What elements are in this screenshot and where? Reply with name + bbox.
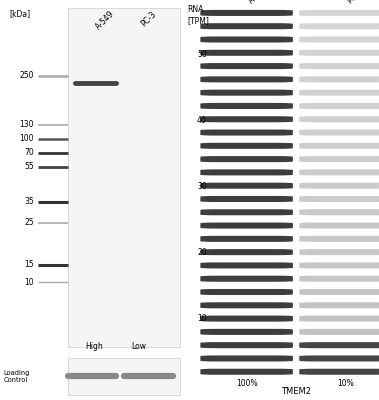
FancyBboxPatch shape — [200, 316, 293, 322]
FancyBboxPatch shape — [200, 183, 293, 189]
FancyBboxPatch shape — [200, 369, 293, 375]
FancyBboxPatch shape — [200, 356, 293, 362]
Text: 40: 40 — [197, 116, 207, 125]
FancyBboxPatch shape — [299, 90, 379, 96]
FancyBboxPatch shape — [200, 103, 293, 109]
FancyBboxPatch shape — [200, 262, 293, 268]
FancyBboxPatch shape — [200, 329, 293, 335]
FancyBboxPatch shape — [200, 63, 293, 69]
FancyBboxPatch shape — [200, 130, 293, 136]
FancyBboxPatch shape — [200, 342, 293, 348]
FancyBboxPatch shape — [200, 236, 293, 242]
Text: 30: 30 — [197, 182, 207, 191]
FancyBboxPatch shape — [200, 116, 293, 122]
Text: 100: 100 — [19, 134, 34, 143]
Text: RNA
[TPM]: RNA [TPM] — [188, 5, 210, 25]
Text: 10: 10 — [197, 314, 207, 323]
FancyBboxPatch shape — [299, 23, 379, 29]
Text: A-549: A-549 — [94, 9, 116, 32]
FancyBboxPatch shape — [200, 196, 293, 202]
FancyBboxPatch shape — [200, 289, 293, 295]
FancyBboxPatch shape — [200, 249, 293, 255]
Bar — [67, 358, 180, 395]
Text: Low: Low — [132, 342, 146, 351]
FancyBboxPatch shape — [299, 316, 379, 322]
Text: 50: 50 — [197, 50, 207, 59]
FancyBboxPatch shape — [299, 103, 379, 109]
FancyBboxPatch shape — [299, 196, 379, 202]
Text: 130: 130 — [19, 120, 34, 129]
FancyBboxPatch shape — [299, 222, 379, 228]
FancyBboxPatch shape — [299, 143, 379, 149]
FancyBboxPatch shape — [299, 329, 379, 335]
Text: 55: 55 — [24, 162, 34, 171]
FancyBboxPatch shape — [299, 10, 379, 16]
Text: 10%: 10% — [337, 379, 354, 388]
Text: 10: 10 — [24, 278, 34, 287]
FancyBboxPatch shape — [299, 276, 379, 282]
Text: [kDa]: [kDa] — [9, 9, 30, 18]
FancyBboxPatch shape — [200, 90, 293, 96]
FancyBboxPatch shape — [299, 130, 379, 136]
Text: 250: 250 — [19, 71, 34, 80]
FancyBboxPatch shape — [299, 262, 379, 268]
FancyBboxPatch shape — [299, 183, 379, 189]
FancyBboxPatch shape — [200, 50, 293, 56]
Text: PC-3: PC-3 — [346, 0, 364, 5]
FancyBboxPatch shape — [299, 116, 379, 122]
FancyBboxPatch shape — [299, 36, 379, 42]
FancyBboxPatch shape — [299, 50, 379, 56]
Text: 70: 70 — [24, 148, 34, 157]
Text: 100%: 100% — [236, 379, 257, 388]
FancyBboxPatch shape — [299, 156, 379, 162]
FancyBboxPatch shape — [299, 236, 379, 242]
Text: A-549: A-549 — [247, 0, 269, 5]
Text: 15: 15 — [24, 260, 34, 269]
FancyBboxPatch shape — [200, 10, 293, 16]
FancyBboxPatch shape — [200, 169, 293, 176]
FancyBboxPatch shape — [299, 289, 379, 295]
FancyBboxPatch shape — [200, 276, 293, 282]
Text: High: High — [85, 342, 103, 351]
FancyBboxPatch shape — [299, 169, 379, 176]
FancyBboxPatch shape — [200, 209, 293, 215]
Bar — [67, 8, 180, 347]
FancyBboxPatch shape — [299, 76, 379, 82]
FancyBboxPatch shape — [299, 209, 379, 215]
FancyBboxPatch shape — [299, 342, 379, 348]
FancyBboxPatch shape — [200, 143, 293, 149]
FancyBboxPatch shape — [200, 23, 293, 29]
Text: 20: 20 — [197, 248, 207, 257]
FancyBboxPatch shape — [200, 36, 293, 42]
Text: 35: 35 — [24, 197, 34, 206]
Text: PC-3: PC-3 — [139, 9, 158, 28]
Text: TMEM2: TMEM2 — [281, 387, 311, 396]
FancyBboxPatch shape — [200, 76, 293, 82]
FancyBboxPatch shape — [299, 249, 379, 255]
FancyBboxPatch shape — [200, 302, 293, 308]
FancyBboxPatch shape — [299, 369, 379, 375]
FancyBboxPatch shape — [200, 222, 293, 228]
FancyBboxPatch shape — [200, 156, 293, 162]
Text: Loading
Control: Loading Control — [4, 370, 30, 384]
FancyBboxPatch shape — [299, 63, 379, 69]
Text: 25: 25 — [24, 218, 34, 227]
FancyBboxPatch shape — [299, 356, 379, 362]
FancyBboxPatch shape — [299, 302, 379, 308]
